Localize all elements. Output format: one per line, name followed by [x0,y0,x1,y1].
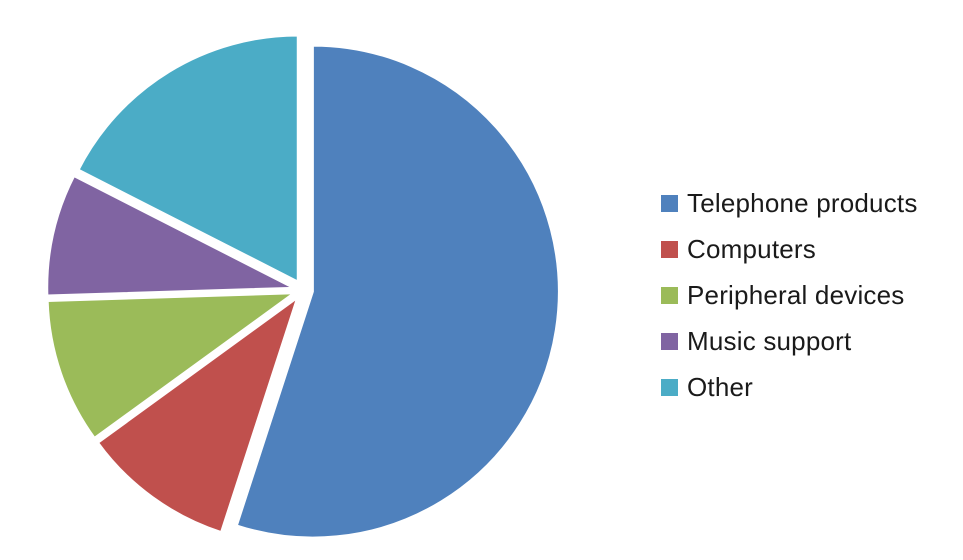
legend-label: Computers [687,233,816,264]
legend-swatch [661,332,678,350]
legend-item-computers: Computers [661,226,961,272]
legend-swatch [661,240,678,258]
legend-item-other: Other [661,364,961,410]
pie-slice-peripheral-devices [46,292,297,440]
chart-legend: Telephone products Computers Peripheral … [661,180,961,410]
legend-swatch [661,194,678,212]
legend-label: Music support [687,325,852,356]
pie-slice-music-support [46,174,294,297]
legend-item-telephone-products: Telephone products [661,180,961,226]
pie-slice-telephone-products [235,44,560,539]
legend-swatch [661,286,678,304]
pie-slice-other [77,34,299,284]
legend-item-peripheral-devices: Peripheral devices [661,272,961,318]
legend-item-music-support: Music support [661,318,961,364]
pie-slice-computers [96,295,300,534]
legend-label: Telephone products [687,187,918,218]
legend-label: Peripheral devices [687,279,905,310]
legend-label: Other [687,371,754,402]
pie-slices [46,34,560,539]
legend-swatch [661,378,678,396]
